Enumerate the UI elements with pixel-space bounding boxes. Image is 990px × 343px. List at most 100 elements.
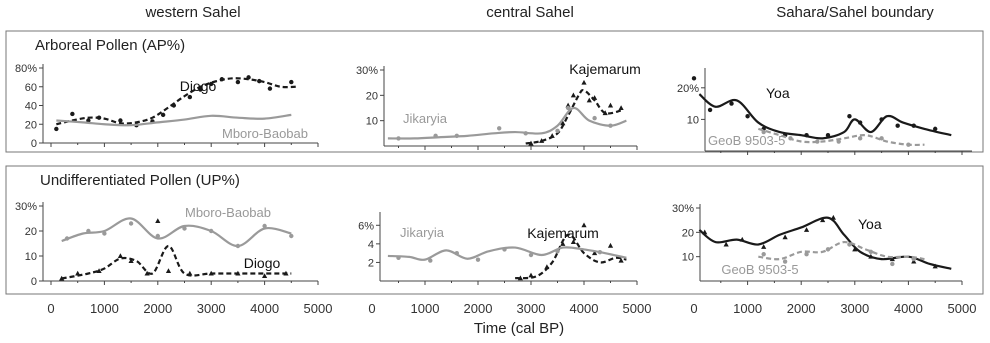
data-point-kajemarum — [607, 102, 614, 108]
data-point-diogo — [208, 270, 214, 276]
data-point-geob-9503-5 — [804, 252, 809, 257]
data-point-diogo — [165, 268, 172, 273]
data-point-yoa — [782, 234, 788, 240]
x-axis-label: Time (cal BP) — [474, 320, 564, 337]
y-tick-label: 0 — [31, 138, 37, 150]
panel-r1-c2: 30% 20 10 Yoa GeoB 9503-5 — [672, 203, 963, 285]
data-point-diogo — [209, 81, 214, 87]
data-point-diogo — [235, 270, 241, 276]
series-label-mboro-baobab: Mboro-Baobab — [185, 205, 271, 220]
y-tick-label: 10 — [25, 251, 37, 263]
data-point-jikaryia — [555, 249, 560, 254]
column-title-western-sahel: western Sahel — [144, 4, 240, 21]
data-point-yoa — [868, 253, 874, 259]
data-point-yoa — [933, 126, 938, 132]
data-point-diogo — [283, 270, 289, 276]
x-tick-label: 5000 — [623, 301, 652, 316]
x-tick-label: 1000 — [411, 301, 440, 316]
row-frame-undifferentiated — [5, 165, 984, 295]
data-point-mboro-baobab — [102, 231, 107, 236]
data-point-jikaryia — [502, 247, 507, 252]
data-point-kajemarum — [581, 222, 587, 228]
y-tick-label: 20% — [677, 83, 699, 95]
data-point-geob-9503-5 — [782, 259, 788, 264]
data-point-jikaryia — [608, 123, 613, 128]
series-line-mboro-baobab — [56, 113, 292, 127]
y-tick-label: 10 — [682, 252, 694, 264]
series-label-mboro-baobab: Mboro-Baobab — [222, 126, 308, 141]
x-tick-label: 1000 — [90, 301, 119, 316]
data-point-kajemarum — [618, 257, 624, 263]
x-tick-label: 0 — [368, 301, 375, 316]
column-title-sahara-sahel-boundary: Sahara/Sahel boundary — [776, 4, 934, 21]
data-point-kajemarum — [570, 92, 576, 98]
data-point-geob-9503-5 — [906, 142, 911, 147]
data-point-yoa — [729, 101, 734, 106]
x-tick-label: 2000 — [464, 301, 493, 316]
data-point-diogo — [267, 86, 273, 91]
data-point-kajemarum — [549, 133, 555, 138]
data-point-yoa — [895, 123, 900, 128]
data-point-diogo — [257, 78, 262, 84]
data-point-kajemarum — [544, 264, 550, 270]
data-point-diogo — [144, 270, 150, 276]
data-point-diogo — [171, 103, 177, 108]
data-point-geob-9503-5 — [911, 256, 916, 262]
data-point-geob-9503-5 — [836, 139, 841, 144]
data-point-diogo — [262, 273, 268, 278]
data-point-jikaryia — [555, 128, 560, 133]
data-point-diogo — [160, 112, 166, 118]
series-line-jikaryia — [387, 106, 627, 140]
chart-panels: 80%6040200DiogoMboro-Baobab30%2010Kajema… — [15, 61, 972, 288]
data-point-diogo — [75, 270, 81, 276]
x-tick-label: 5000 — [948, 301, 977, 316]
data-point-diogo — [70, 111, 75, 117]
y-tick-label: 20 — [25, 226, 37, 238]
series-line-diogo — [56, 77, 297, 126]
x-tick-label: 3000 — [517, 301, 546, 316]
series-label-diogo: Diogo — [244, 255, 281, 271]
series-label-kajemarum: Kajemarum — [569, 61, 641, 77]
data-point-kajemarum — [592, 95, 598, 100]
data-point-yoa — [707, 107, 713, 113]
x-axis-ticks: 0 1000 2000 3000 4000 5000 0 1000 2000 3000 4000 50… — [47, 301, 976, 316]
series-line-geob-9503-5 — [758, 240, 925, 261]
data-point-diogo — [187, 94, 193, 100]
panel-r0-c2: 20% 10 Yoa GeoB 9503-5 — [677, 68, 972, 155]
data-point-yoa — [830, 214, 836, 220]
panel-r0-c0: 80% 60 40 20 0 Diogo Mboro-Baobab — [15, 63, 319, 150]
data-point-mboro-baobab — [155, 233, 160, 239]
data-point-yoa — [852, 246, 858, 252]
x-tick-label: 1000 — [733, 301, 762, 316]
data-point-diogo — [128, 258, 134, 263]
data-point-kajemarum — [528, 140, 534, 146]
data-point-mboro-baobab — [262, 223, 267, 229]
y-tick-label: 30% — [672, 203, 694, 215]
x-tick-label: 4000 — [894, 301, 923, 316]
data-point-jikaryia — [396, 136, 401, 141]
data-point-diogo — [219, 77, 225, 82]
y-tick-label: 2 — [368, 257, 374, 269]
data-point-jikaryia — [497, 126, 502, 131]
data-point-mboro-baobab — [209, 228, 214, 234]
data-point-geob-9503-5 — [847, 242, 852, 247]
x-tick-label: 0 — [47, 301, 54, 316]
data-point-yoa — [691, 76, 697, 81]
data-point-diogo — [96, 268, 102, 273]
data-point-yoa — [820, 217, 826, 223]
data-point-geob-9503-5 — [761, 129, 766, 135]
data-point-kajemarum — [618, 105, 624, 110]
data-point-yoa — [702, 229, 708, 235]
data-point-kajemarum — [528, 272, 534, 278]
data-point-jikaryia — [592, 115, 597, 121]
data-point-jikaryia — [454, 133, 459, 139]
data-point-kajemarum — [517, 275, 523, 281]
series-line-mboro-baobab — [61, 217, 292, 248]
data-point-jikaryia — [597, 250, 603, 255]
data-point-diogo — [96, 115, 102, 120]
data-point-mboro-baobab — [235, 243, 241, 249]
data-point-geob-9503-5 — [815, 139, 820, 144]
data-point-kajemarum — [607, 242, 614, 248]
series-label-jikaryia: Jikaryia — [400, 225, 445, 240]
data-point-yoa — [803, 227, 810, 232]
